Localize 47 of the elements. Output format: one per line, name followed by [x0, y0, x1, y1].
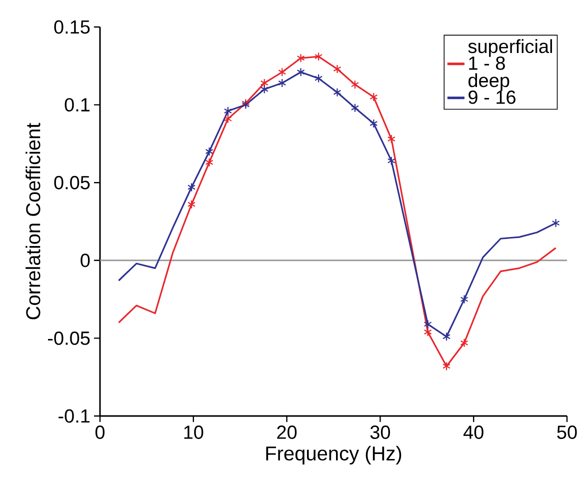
y-tick-label: -0.05	[48, 331, 90, 345]
point	[224, 106, 232, 116]
x-tick-label: 30	[370, 426, 390, 439]
point	[442, 362, 451, 371]
point	[278, 78, 286, 88]
point	[188, 182, 196, 192]
point	[296, 54, 305, 63]
point	[260, 84, 268, 94]
point	[188, 200, 196, 209]
point	[387, 156, 396, 166]
point	[333, 88, 342, 97]
x-tick-label: 20	[277, 426, 297, 439]
point	[314, 74, 323, 83]
point	[278, 68, 286, 77]
point	[205, 158, 214, 167]
annotation: superficial	[468, 39, 552, 57]
x-tick-label: 40	[463, 426, 484, 439]
x-tick-label: 0	[95, 426, 105, 439]
point	[260, 78, 268, 88]
y-tick-label: 0.05	[54, 176, 90, 190]
y-tick-label: 0.1	[64, 98, 90, 112]
y-tick-label: -0.1	[58, 409, 90, 423]
x-tick-label: 10	[184, 426, 204, 439]
point	[314, 52, 323, 62]
point	[350, 80, 359, 90]
x-tick-label: 50	[557, 426, 577, 439]
point	[350, 103, 359, 112]
point	[296, 68, 305, 77]
point	[460, 338, 468, 348]
point	[387, 134, 396, 144]
point	[460, 294, 468, 304]
x-axis-title: Frequency (Hz)	[266, 446, 402, 464]
point	[224, 114, 232, 124]
point	[370, 118, 378, 128]
point	[205, 146, 214, 156]
legend-label: 1 - 8	[469, 56, 505, 70]
legend-label: 9 - 16	[468, 90, 516, 104]
y-axis-title: Correlation Coefficient	[26, 122, 40, 320]
y-tick-label: 0	[80, 254, 90, 268]
point	[424, 320, 432, 329]
annotation: deep	[468, 73, 510, 91]
point	[370, 92, 378, 102]
point	[333, 64, 342, 74]
point	[552, 218, 560, 228]
y-tick-label: 0.15	[54, 20, 90, 34]
point	[424, 327, 432, 337]
point	[442, 332, 451, 342]
